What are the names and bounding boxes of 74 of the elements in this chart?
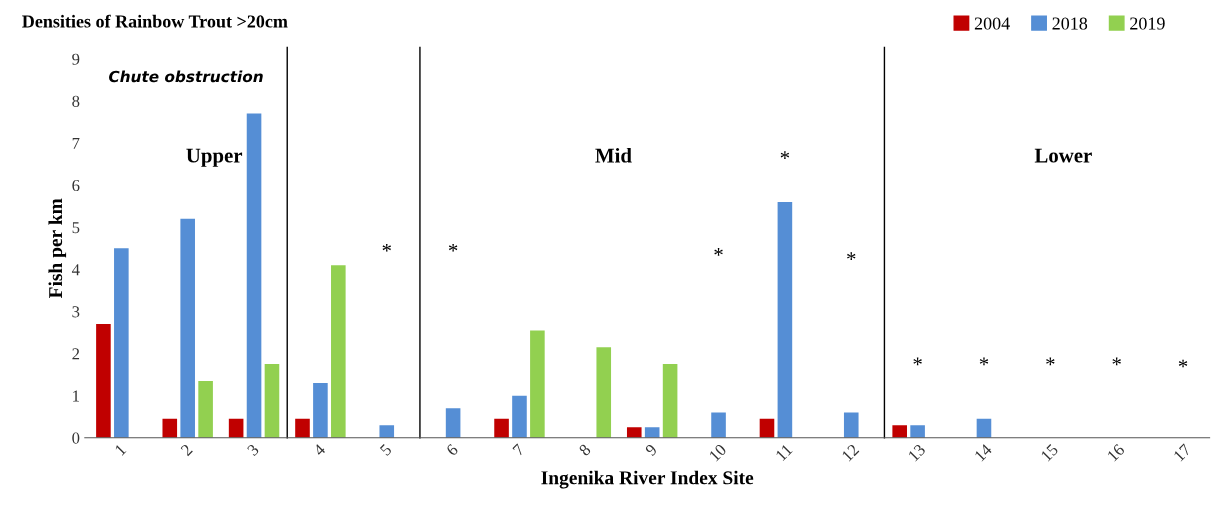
x-tick-label: 3: [246, 443, 260, 457]
annotation: *: [448, 243, 458, 252]
bar: [180, 218, 195, 438]
bar: [494, 418, 509, 438]
bar: [892, 425, 907, 438]
annotation: *: [913, 357, 922, 366]
annotation: *: [780, 151, 790, 159]
bar: [711, 412, 726, 438]
x-tick-label: 6: [445, 443, 459, 457]
bar: [626, 427, 642, 438]
y-tick-label: 9: [72, 53, 80, 65]
annotation: *: [979, 357, 989, 366]
annotation: Upper: [186, 148, 243, 167]
x-tick-label: 2: [180, 443, 193, 457]
legend-label: 2004: [974, 17, 1010, 30]
x-tick-label: 17: [1173, 443, 1192, 462]
x-tick-label: 7: [512, 443, 525, 456]
y-tick-label: 0: [72, 432, 80, 444]
bar: [264, 364, 280, 438]
x-tick-label: 13: [907, 443, 926, 462]
annotation: *: [714, 248, 723, 256]
y-tick-label: 8: [72, 95, 80, 107]
y-tick-label: 2: [72, 348, 80, 360]
y-tick-label: 6: [72, 179, 80, 192]
annotation: *: [1046, 357, 1055, 366]
bar: [445, 408, 461, 438]
legend-label: 2019: [1130, 17, 1165, 30]
bar: [246, 113, 262, 438]
annotation: Chute obstruction: [109, 70, 263, 83]
x-axis-title: Ingenika River Index Site: [541, 470, 754, 489]
bar: [596, 347, 612, 438]
annotation: *: [382, 243, 391, 252]
annotation: *: [847, 252, 856, 260]
x-tick-label: 11: [775, 443, 793, 462]
bar: [295, 418, 310, 438]
bar: [96, 324, 111, 438]
bar: [512, 395, 527, 438]
legend-label: 2018: [1052, 17, 1088, 30]
x-tick-label: 1: [114, 443, 127, 456]
bar: [379, 425, 395, 438]
x-tick-label: 14: [974, 443, 993, 462]
y-tick-label: 1: [73, 390, 79, 402]
bar: [910, 425, 925, 438]
x-tick-label: 9: [644, 443, 658, 457]
bar: [530, 330, 545, 438]
x-tick-label: 15: [1040, 443, 1059, 462]
x-tick-label: 10: [708, 443, 727, 462]
x-tick-label: 8: [578, 443, 592, 457]
bar: [976, 418, 992, 438]
x-tick-label: 5: [379, 443, 393, 457]
y-tick-label: 4: [71, 264, 80, 276]
bar: [313, 383, 328, 438]
bar: [777, 202, 793, 438]
chart-title: Densities of Rainbow Trout >20cm: [22, 14, 288, 28]
annotation: Lower: [1034, 148, 1092, 163]
bar: [228, 418, 244, 438]
bar: [198, 380, 213, 438]
bar: [331, 265, 346, 438]
bar: [162, 418, 178, 438]
bar: [843, 412, 859, 438]
y-tick-label: 5: [72, 222, 80, 234]
x-tick-label: 4: [312, 443, 326, 457]
bar: [644, 427, 660, 438]
y-axis-title: Fish per km: [48, 198, 67, 299]
x-tick-label: 12: [841, 443, 860, 462]
bar: [662, 364, 678, 438]
annotation: *: [1178, 359, 1188, 368]
bar: [759, 418, 775, 438]
bar: [114, 248, 129, 438]
x-tick-label: 16: [1106, 443, 1126, 462]
annotation: Mid: [595, 147, 632, 163]
annotation: *: [1112, 357, 1121, 366]
y-tick-label: 7: [72, 137, 80, 149]
y-tick-label: 3: [72, 306, 80, 318]
